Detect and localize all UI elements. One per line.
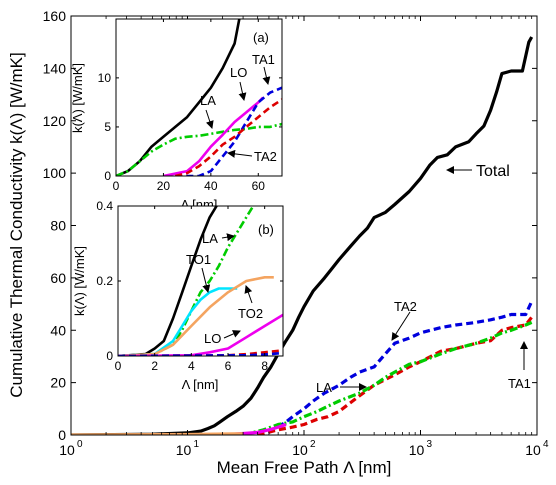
main-x-tick-label: 10 bbox=[176, 442, 192, 458]
main-x-tick-label-exponent: 0 bbox=[77, 439, 83, 450]
annotation-ta2: TA2 bbox=[391, 299, 417, 341]
inset-b-x-tick-label: 4 bbox=[188, 359, 195, 373]
main-y-tick-label: 0 bbox=[58, 427, 66, 443]
inset-b-x-tick-label: 0 bbox=[115, 359, 122, 373]
main-y-tick-label: 120 bbox=[43, 113, 67, 129]
main-x-tick-label: 10 bbox=[409, 442, 425, 458]
main-series-group bbox=[71, 36, 534, 435]
inset-a-annotation-ta1: TA1 bbox=[252, 52, 275, 85]
inset-b-plot-frame bbox=[117, 205, 284, 357]
inset-b-annotation-la: LA bbox=[202, 231, 235, 246]
main-plot-frame bbox=[70, 15, 538, 436]
main-y-tick-label: 100 bbox=[43, 165, 67, 181]
inset-a-annotation-la: LA bbox=[200, 93, 216, 129]
inset-b-annotation-to2: TO2 bbox=[238, 285, 263, 321]
inset-b-annotation-to2-label: TO2 bbox=[238, 306, 263, 321]
inset-b-series-to2-line bbox=[118, 275, 274, 356]
inset-b-annotation-lo: LO bbox=[204, 330, 241, 346]
inset-a-x-tick-label: 0 bbox=[113, 179, 120, 193]
inset-a-y-tick-label: 0 bbox=[104, 169, 111, 183]
annotation-ta2-label: TA2 bbox=[394, 299, 417, 314]
inset-a-annotation-lo-label: LO bbox=[230, 65, 247, 80]
main-x-tick-label-exponent: 1 bbox=[194, 439, 200, 450]
annotation-la-label: LA bbox=[316, 380, 332, 395]
main-y-tick-label: 20 bbox=[50, 375, 66, 391]
inset-b-annotation-la-label: LA bbox=[202, 231, 218, 246]
inset-a-y-tick-label: 10 bbox=[98, 71, 112, 85]
inset-a-series-group bbox=[116, 19, 282, 176]
inset-a-series-la-line bbox=[116, 122, 282, 176]
inset-a-series-total-line bbox=[116, 19, 241, 176]
inset-a-plot-area bbox=[116, 19, 282, 176]
main-series-ta2-line bbox=[257, 300, 534, 435]
main-y-axis-label: Cumulative Thermal Conductivity k(Λ) [W/… bbox=[7, 52, 26, 397]
inset-b-x-tick-label: 2 bbox=[151, 359, 158, 373]
inset-a-annotation-ta2: TA2 bbox=[227, 149, 277, 164]
inset-a-y-axis-label: k(Λ) [W/mK] bbox=[70, 63, 85, 133]
main-y-tick-label: 80 bbox=[50, 218, 66, 234]
main-y-tick-label: 160 bbox=[43, 8, 67, 24]
main-series-la-line bbox=[242, 320, 533, 435]
main-x-tick-label-exponent: 2 bbox=[310, 439, 316, 450]
inset-a-ticks-group: 0 20 40 60 0 5 10 bbox=[98, 19, 282, 193]
inset-a-annotation-la-label: LA bbox=[200, 93, 216, 108]
inset-b-series-group bbox=[118, 206, 283, 356]
inset-a-x-tick-label: 60 bbox=[252, 179, 266, 193]
inset-a-annotation-lo: LO bbox=[230, 65, 247, 101]
inset-a-y-tick-label: 5 bbox=[104, 120, 111, 134]
inset-b-x-tick-label: 6 bbox=[225, 359, 232, 373]
inset-a-x-tick-label: 40 bbox=[204, 179, 218, 193]
inset-b-annotation-to1-label: TO1 bbox=[186, 252, 211, 267]
main-y-tick-label: 40 bbox=[50, 322, 66, 338]
inset-a-series-lo-line bbox=[163, 96, 264, 176]
main-x-tick-label: 10 bbox=[525, 442, 541, 458]
inset-a-series-ta1-line bbox=[175, 86, 282, 176]
main-x-tick-label: 10 bbox=[59, 442, 75, 458]
main-y-tick-label: 60 bbox=[50, 270, 66, 286]
inset-a-annotation-ta1-label: TA1 bbox=[252, 52, 275, 67]
annotation-ta1: TA1 bbox=[508, 341, 531, 391]
annotation-la: LA bbox=[316, 380, 367, 395]
inset-a-plot-frame bbox=[115, 18, 283, 177]
inset-b-y-tick-label: 0 bbox=[106, 349, 113, 363]
annotation-total: Total bbox=[446, 163, 510, 180]
inset-b-chart: 0 2 4 6 8 0 0.2 0.4 k(Λ) [W/mK] Λ [nm] (b) LA T… bbox=[72, 199, 284, 392]
main-x-tick-label: 10 bbox=[292, 442, 308, 458]
inset-b-panel-label: (b) bbox=[258, 222, 274, 237]
inset-b-series-ta2-line bbox=[118, 351, 283, 356]
main-y-tick-label: 140 bbox=[43, 60, 67, 76]
inset-b-annotation-to1: TO1 bbox=[186, 252, 211, 293]
inset-a-panel-label: (a) bbox=[253, 30, 269, 45]
inset-a-annotation-ta2-label: TA2 bbox=[254, 149, 277, 164]
inset-b-annotation-lo-label: LO bbox=[204, 331, 221, 346]
main-x-axis-label: Mean Free Path Λ [nm] bbox=[217, 458, 392, 477]
inset-b-y-tick-label: 0.4 bbox=[96, 199, 113, 213]
inset-b-series-total-line bbox=[118, 206, 219, 356]
annotation-total-label: Total bbox=[476, 163, 510, 180]
inset-b-x-axis-label: Λ [nm] bbox=[182, 377, 219, 392]
main-series-total-line bbox=[71, 36, 534, 435]
inset-b-y-tick-label: 0.2 bbox=[96, 274, 113, 288]
main-x-tick-label-exponent: 4 bbox=[543, 439, 549, 450]
inset-b-x-tick-label: 8 bbox=[261, 359, 268, 373]
inset-a-series-ta2-line bbox=[174, 98, 282, 176]
main-x-tick-label-exponent: 3 bbox=[427, 439, 433, 450]
inset-b-series-to1-line bbox=[118, 287, 238, 356]
annotation-ta1-label: TA1 bbox=[508, 376, 531, 391]
inset-b-y-axis-label: k(Λ) [W/mK] bbox=[72, 246, 87, 316]
inset-a-x-tick-label: 20 bbox=[157, 179, 171, 193]
